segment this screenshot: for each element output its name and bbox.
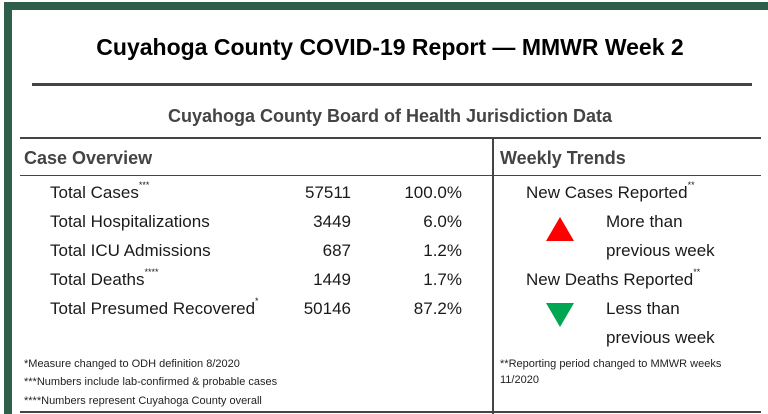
total-cases-percent: 100.0% bbox=[404, 183, 462, 202]
table-row-label: Total ICU Admissions bbox=[50, 241, 211, 261]
recovered-count: 50146 bbox=[303, 299, 351, 318]
icu-count: 687 bbox=[322, 241, 351, 260]
new-cases-label: New Cases Reported** bbox=[526, 180, 695, 203]
deaths-percent: 1.7% bbox=[423, 270, 462, 289]
weekly-trends-heading: Weekly Trends bbox=[500, 148, 626, 168]
footnote-text: Reporting period changed to MMWR weeks bbox=[508, 358, 722, 370]
row-label: Total Deaths bbox=[50, 270, 145, 289]
table-top-border bbox=[20, 137, 761, 139]
hospitalizations-count: 3449 bbox=[313, 212, 351, 231]
trend-label: New Cases Reported bbox=[526, 183, 688, 202]
table-row-label: Total Cases*** bbox=[50, 180, 150, 203]
case-overview-heading: Case Overview bbox=[24, 148, 153, 168]
deaths-count: 1449 bbox=[313, 270, 351, 289]
footnote-mark: * bbox=[24, 358, 29, 370]
footnote-mark: ** bbox=[687, 180, 695, 190]
recovered-percent: 87.2% bbox=[413, 299, 462, 318]
footnote-mark: **** bbox=[24, 395, 42, 407]
title-divider bbox=[32, 83, 752, 86]
footnote-mark: *** bbox=[138, 180, 150, 190]
hospitalizations-percent: 6.0% bbox=[423, 212, 462, 231]
trends-footnote: **Reporting period changed to MMWR weeks bbox=[500, 358, 721, 370]
trends-footnote-cont: 11/2020 bbox=[500, 374, 539, 386]
frame-top-border bbox=[4, 2, 768, 10]
row-label: Total Cases bbox=[50, 183, 139, 202]
row-label: Total ICU Admissions bbox=[50, 241, 211, 260]
trend-down-triangle-icon bbox=[546, 303, 574, 327]
table-row-label: Total Presumed Recovered* bbox=[50, 296, 259, 319]
footnote-mark: * bbox=[255, 296, 259, 306]
footnote-text: Measure changed to ODH definition 8/2020 bbox=[28, 358, 240, 370]
footnote-mark: ** bbox=[500, 358, 509, 370]
frame-left-border bbox=[4, 2, 12, 414]
column-divider bbox=[492, 137, 494, 414]
footnote-mark: **** bbox=[144, 267, 159, 277]
trend-label: New Deaths Reported bbox=[526, 270, 694, 289]
table-row-label: Total Deaths**** bbox=[50, 267, 159, 290]
footnote-text: Numbers represent Cuyahoga County overal… bbox=[41, 395, 262, 407]
footnote-text: Numbers include lab-confirmed & probable… bbox=[36, 376, 278, 388]
trend-up-triangle-icon bbox=[546, 217, 574, 241]
page-subtitle: Cuyahoga County Board of Health Jurisdic… bbox=[167, 106, 613, 126]
deaths-trend-text-2: previous week bbox=[606, 328, 715, 347]
row-label: Total Presumed Recovered bbox=[50, 299, 256, 318]
new-deaths-label: New Deaths Reported** bbox=[526, 267, 701, 290]
table-header-divider bbox=[20, 175, 761, 176]
page-title: Cuyahoga County COVID-19 Report — MMWR W… bbox=[96, 34, 684, 60]
row-label: Total Hospitalizations bbox=[50, 212, 210, 231]
footnote: ***Numbers include lab-confirmed & proba… bbox=[24, 376, 277, 388]
footnote-mark: ** bbox=[693, 267, 701, 277]
footnote: ****Numbers represent Cuyahoga County ov… bbox=[24, 395, 262, 407]
footnote-mark: *** bbox=[24, 376, 37, 388]
cases-trend-text: More than bbox=[606, 212, 683, 231]
footnote: *Measure changed to ODH definition 8/202… bbox=[24, 358, 240, 370]
icu-percent: 1.2% bbox=[423, 241, 462, 260]
total-cases-count: 57511 bbox=[304, 183, 351, 202]
table-bottom-border bbox=[20, 411, 761, 413]
cases-trend-text-2: previous week bbox=[606, 241, 715, 260]
table-row-label: Total Hospitalizations bbox=[50, 212, 210, 232]
deaths-trend-text: Less than bbox=[606, 299, 680, 318]
